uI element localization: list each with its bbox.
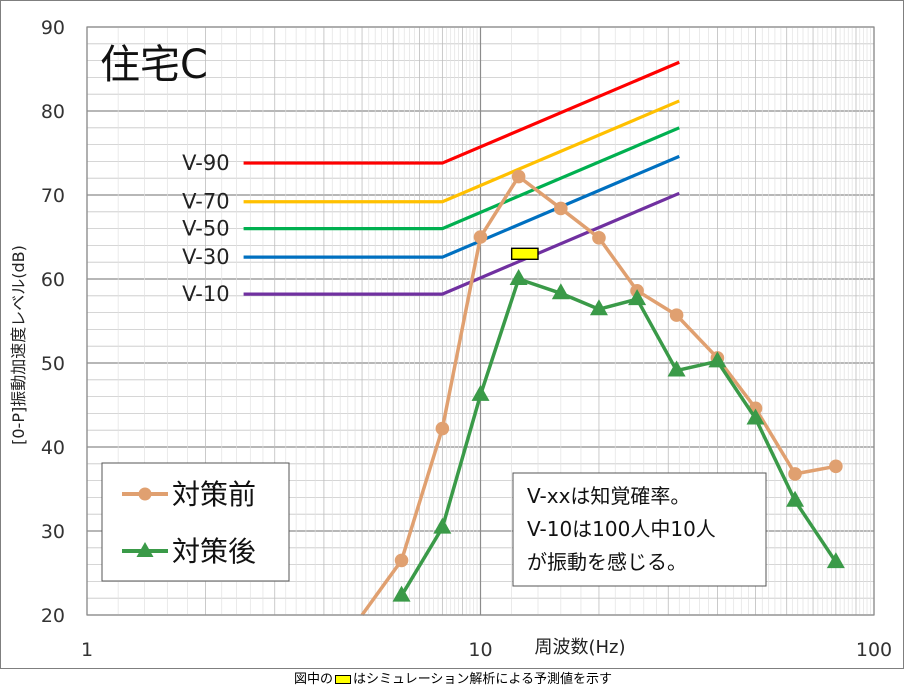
x-tick-label: 10 [468, 639, 492, 661]
y-tick-label: 40 [41, 437, 65, 459]
data-point-after [471, 384, 490, 401]
data-point-after [628, 289, 647, 306]
footnote-after: はシミュレーション解析による予測値を示す [352, 672, 613, 687]
data-point-after [708, 351, 727, 368]
data-point-after [551, 283, 570, 300]
y-tick-label: 20 [41, 605, 65, 627]
reference-label: V-70 [182, 190, 229, 214]
series-line-after [400, 277, 838, 597]
annotation-line-2: V-10は100人中10人 [527, 517, 716, 541]
data-point-after [826, 552, 845, 569]
data-point-before [394, 553, 409, 568]
chart: V-90 V-70 V-50 V-30 V-10 20 30 40 50 60 70 80 90 1 10… [9, 17, 892, 661]
data-point-after [509, 269, 528, 285]
annotation-line-1: V-xxは知覚確率。 [527, 484, 690, 508]
y-tick-label: 30 [41, 521, 65, 543]
reference-line-v-50 [243, 126, 680, 231]
reference-label: V-30 [182, 245, 229, 269]
data-point-after [786, 490, 805, 507]
plot-border [86, 26, 875, 616]
legend-marker-circle [138, 487, 152, 501]
chart-title: 住宅C [100, 42, 208, 88]
axes: 20 30 40 50 60 70 80 90 1 10 100 [41, 17, 892, 661]
legend-label-before: 対策前 [172, 478, 256, 511]
reference-label: V-50 [182, 217, 229, 241]
data-point-before [473, 230, 488, 244]
reference-lines: V-90 V-70 V-50 V-30 V-10 [182, 60, 680, 306]
data-point-before [669, 308, 684, 322]
y-tick-label: 80 [41, 101, 65, 123]
data-point-before [435, 421, 450, 436]
reference-line-v-90 [243, 60, 680, 165]
y-tick-label: 60 [41, 269, 65, 291]
reference-line-v-70 [243, 99, 680, 204]
reference-label: V-10 [182, 282, 229, 306]
data-point-after [589, 299, 608, 316]
data-series [360, 169, 845, 617]
y-axis-label: [0-P]振動加速度レベル(dB) [9, 245, 28, 445]
data-point-after [433, 517, 452, 534]
x-tick-label: 100 [856, 639, 892, 661]
data-point-after [392, 585, 411, 602]
annotation: V-xxは知覚確率。 V-10は100人中10人 が振動を感じる。 [512, 472, 767, 587]
data-point-before [554, 201, 568, 216]
data-point-after [746, 408, 765, 425]
simulation-marker-swatch [334, 675, 351, 684]
y-tick-label: 70 [41, 185, 65, 207]
y-tick-label: 50 [41, 353, 65, 375]
x-tick-label: 1 [81, 639, 93, 661]
legend-marker-triangle [136, 542, 154, 557]
data-point-before [511, 169, 526, 184]
annotation-line-3: が振動を感じる。 [527, 550, 687, 574]
annotation-box [512, 472, 767, 587]
legend: 対策前 対策後 [101, 462, 290, 582]
x-axis-label: 周波数(Hz) [534, 637, 625, 658]
reference-line-v-10 [243, 191, 680, 296]
legend-label-after: 対策後 [172, 535, 256, 568]
footnote: 図中の はシミュレーション解析による予測値を示す [0, 668, 906, 687]
data-point-after [667, 360, 686, 377]
data-point-before [592, 231, 606, 245]
data-point-before [829, 459, 843, 474]
data-point-before [788, 467, 802, 481]
y-tick-label: 90 [41, 17, 65, 39]
reference-line-v-30 [243, 154, 680, 259]
reference-label: V-90 [182, 151, 229, 175]
simulation-marker [510, 247, 539, 261]
legend-box [101, 462, 290, 582]
footnote-before: 図中の [293, 672, 333, 687]
